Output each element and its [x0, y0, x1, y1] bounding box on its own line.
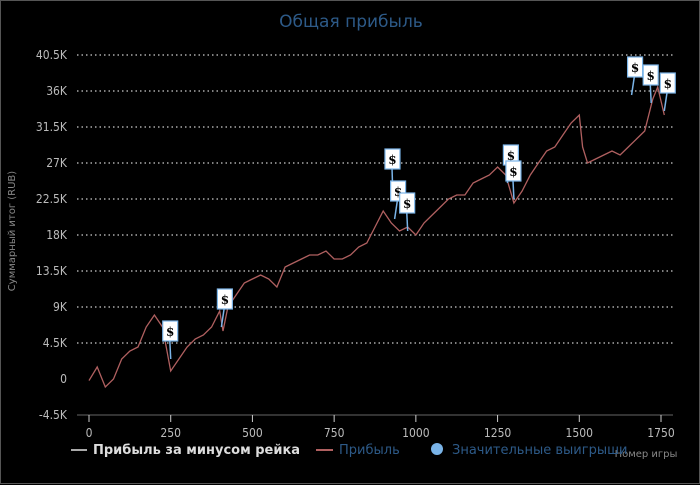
significant-win-flag — [399, 192, 416, 214]
significant-win-flag — [384, 148, 401, 170]
significant-win-flag — [659, 72, 676, 94]
legend-swatch-significant-wins — [431, 443, 443, 455]
y-tick-label: 4.5K — [43, 336, 68, 350]
legend: Прибыль за минусом рейка Прибыль Значите… — [71, 443, 627, 458]
significant-win-flag — [626, 56, 644, 78]
x-tick-label: 500 — [242, 426, 263, 440]
y-tick-label: 13.5K — [36, 264, 68, 278]
y-tick-label: 0 — [60, 372, 67, 386]
dollar-icon: $ — [166, 325, 174, 339]
y-axis-label: Суммарный итог (RUB) — [7, 171, 18, 291]
dollar-icon: $ — [388, 153, 396, 167]
significant-win-connector — [663, 90, 669, 112]
dollar-icon: $ — [631, 61, 639, 75]
x-axis-label: Номер игры — [615, 449, 678, 460]
y-tick-label: 18K — [46, 228, 68, 242]
legend-item-net-profit[interactable]: Прибыль за минусом рейка — [93, 443, 300, 458]
series-line-profit — [88, 84, 665, 389]
significant-win-connector — [220, 306, 226, 328]
dollar-icon: $ — [507, 149, 515, 163]
legend-item-profit[interactable]: Прибыль — [339, 443, 400, 458]
significant-win-flag — [162, 320, 179, 342]
x-tick-label: 1250 — [484, 426, 512, 440]
y-tick-label: 31.5K — [36, 120, 68, 134]
significant-win-flag — [216, 288, 233, 310]
significant-win-connector — [512, 178, 515, 200]
y-tick-label: 40.5K — [36, 48, 68, 62]
significant-win-connector — [649, 82, 652, 104]
significant-win-flag — [505, 160, 522, 182]
x-tick-label: 750 — [324, 426, 345, 440]
x-tick-label: 250 — [160, 426, 181, 440]
x-tick-label: 1000 — [402, 426, 430, 440]
dollar-icon: $ — [664, 77, 672, 91]
dollar-icon: $ — [509, 165, 517, 179]
dollar-icon: $ — [403, 197, 411, 211]
significant-win-connector — [630, 74, 636, 96]
x-tick-label: 1500 — [566, 426, 594, 440]
x-tick-label: 0 — [86, 426, 93, 440]
significant-win-connector — [405, 210, 409, 232]
dollar-icon: $ — [394, 185, 402, 199]
y-tick-label: 22.5K — [36, 192, 68, 206]
y-tick-label: -4.5K — [39, 408, 68, 422]
dollar-icon: $ — [221, 293, 229, 307]
significant-win-flag — [642, 64, 659, 86]
x-tick-label: 1750 — [647, 426, 675, 440]
legend-item-significant-wins[interactable]: Значительные выигрыши — [452, 443, 627, 458]
dollar-icon: $ — [647, 69, 655, 83]
chart-title: Общая прибыль — [279, 12, 423, 32]
y-tick-label: 36K — [46, 84, 68, 98]
significant-win-connector — [168, 338, 172, 360]
y-tick-label: 27K — [46, 156, 68, 170]
y-tick-label: 9K — [53, 300, 68, 314]
significant-win-connector — [393, 198, 399, 220]
